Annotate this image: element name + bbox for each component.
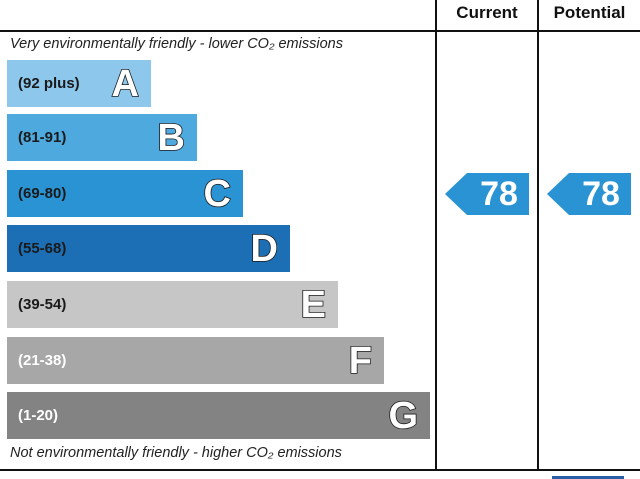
current-rating-value: 78: [480, 174, 518, 213]
band-letter: B: [157, 116, 186, 160]
band-b: (81-91) B: [7, 114, 197, 161]
band-a: (92 plus) A: [7, 60, 151, 107]
band-e: (39-54) E: [7, 281, 338, 328]
band-range-label: (21-38): [18, 352, 67, 369]
current-header: Current: [456, 3, 518, 22]
band-range-label: (1-20): [18, 407, 59, 424]
band-letter: A: [111, 62, 140, 106]
potential-rating-value: 78: [582, 174, 620, 213]
band-letter: D: [250, 227, 279, 271]
potential-arrow-fill: [547, 172, 631, 215]
top-border: [0, 30, 640, 32]
potential-arrow-shape: [547, 172, 631, 215]
current-arrow-shape: [445, 172, 529, 215]
current-rating-arrow: 78: [445, 172, 529, 215]
potential-header: Potential: [553, 3, 626, 22]
band-range-label: (55-68): [18, 240, 67, 257]
divider-right: [537, 0, 539, 471]
band-letter: F: [348, 339, 373, 383]
bottom-border: [0, 469, 640, 471]
band-range-label: (92 plus): [18, 75, 80, 92]
band-letter: E: [300, 283, 327, 327]
band-letter: G: [388, 394, 419, 438]
band-range-label: (39-54): [18, 296, 67, 313]
divider-left: [435, 0, 437, 471]
band-d: (55-68) D: [7, 225, 290, 272]
band-f: (21-38) F: [7, 337, 384, 384]
caption-bottom: Not environmentally friendly - higher CO…: [10, 445, 342, 461]
band-letter: C: [203, 172, 232, 216]
bottom-tab: [552, 476, 624, 479]
band-range-label: (81-91): [18, 129, 67, 146]
current-arrow-fill: [445, 172, 529, 215]
band-g: (1-20) G: [7, 392, 430, 439]
caption-top: Very environmentally friendly - lower CO…: [10, 36, 343, 52]
potential-rating-arrow: 78: [547, 172, 631, 215]
band-range-label: (69-80): [18, 185, 67, 202]
band-c: (69-80) C: [7, 170, 243, 217]
